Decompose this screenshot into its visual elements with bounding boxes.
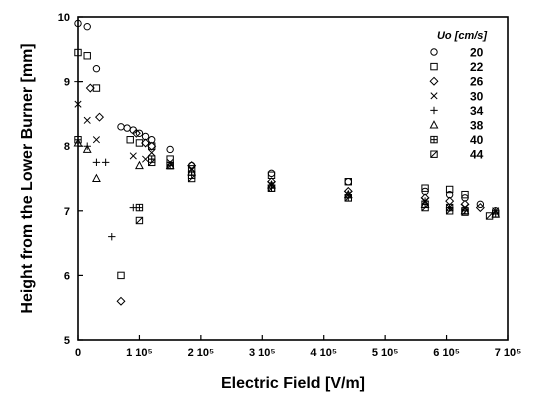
data-point [85, 83, 95, 93]
legend-marker [430, 150, 438, 158]
data-point [461, 190, 469, 199]
data-point [134, 160, 144, 170]
legend-label: 20 [470, 46, 484, 60]
data-point [445, 207, 454, 215]
data-point [166, 161, 174, 170]
data-point [135, 203, 144, 212]
data-point [117, 123, 125, 131]
data-point [117, 271, 125, 280]
legend-marker [429, 120, 439, 129]
x-tick-label: 7 10⁵ [495, 347, 522, 359]
x-tick-label: 0 [75, 347, 81, 359]
data-point [135, 216, 144, 225]
data-point [74, 48, 82, 57]
legend-marker [430, 92, 438, 100]
y-tick-label: 7 [64, 206, 70, 218]
data-point [445, 196, 455, 206]
data-point [74, 77, 82, 86]
legend-label: 22 [470, 60, 484, 74]
data-point [166, 145, 174, 154]
x-tick-label: 5 10⁵ [372, 347, 399, 359]
data-point [461, 208, 469, 216]
data-point [101, 158, 110, 167]
data-point [126, 136, 134, 144]
legend-marker [430, 62, 438, 71]
series-40 [74, 136, 500, 218]
y-tick-label: 5 [64, 335, 70, 347]
x-tick-label: 3 10⁵ [249, 347, 276, 359]
y-tick-label: 8 [64, 141, 70, 153]
data-point [83, 22, 91, 31]
data-point [74, 100, 82, 108]
legend-title: Uo [cm/s] [437, 30, 487, 42]
legend-label: 38 [470, 119, 484, 133]
data-point [148, 149, 156, 157]
legend-marker [430, 48, 438, 56]
data-point [475, 203, 485, 213]
data-point [92, 158, 101, 167]
data-point [344, 194, 352, 202]
data-point [142, 155, 150, 163]
data-point [445, 185, 454, 194]
series-34 [74, 77, 500, 241]
legend-label: 44 [470, 148, 484, 162]
data-point [83, 116, 91, 124]
data-point [82, 144, 92, 153]
data-point [141, 138, 151, 148]
x-tick-label: 6 10⁵ [433, 347, 460, 359]
data-point [108, 232, 116, 241]
y-tick-label: 10 [58, 12, 70, 24]
y-axis-ticks: 5 6 7 8 9 10 [58, 12, 83, 347]
x-tick-label: 1 10⁵ [126, 347, 153, 359]
plot-border [77, 16, 509, 341]
x-tick-label: 2 10⁵ [188, 347, 215, 359]
legend-label: 26 [470, 75, 484, 89]
data-point [74, 19, 82, 28]
data-point [344, 178, 352, 186]
data-point [344, 178, 352, 186]
data-point [187, 174, 196, 183]
y-tick-label: 6 [64, 270, 70, 282]
data-point [485, 212, 494, 220]
plot-frame [77, 16, 509, 341]
data-point [492, 210, 500, 218]
data-point [129, 152, 137, 160]
legend-label: 34 [470, 104, 484, 118]
legend-marker [429, 76, 439, 86]
data-point [267, 169, 276, 178]
x-axis-ticks: 0 1 10⁵ 2 10⁵ 3 10⁵ 4 10⁵ 5 10⁵ 6 10⁵ 7 10⁵ [75, 335, 521, 359]
x-tick-label: 4 10⁵ [310, 347, 337, 359]
series-22 [74, 48, 469, 280]
data-point [116, 296, 126, 306]
data-point [421, 184, 429, 192]
data-point [148, 158, 156, 167]
data-point [92, 84, 101, 92]
x-axis-label: Electric Field [V/m] [221, 375, 365, 392]
y-tick-label: 9 [64, 77, 70, 89]
data-point [135, 129, 144, 137]
data-point [131, 128, 141, 138]
data-point [92, 64, 101, 73]
data-point [123, 124, 131, 132]
data-point [267, 184, 276, 192]
legend-marker [430, 135, 438, 144]
series-26 [85, 83, 485, 306]
data-point [92, 136, 100, 144]
data-point [74, 136, 82, 144]
data-point [91, 173, 101, 182]
series-44 [135, 158, 494, 225]
data-point [135, 139, 144, 147]
data-point [476, 200, 485, 209]
data-point [147, 141, 157, 151]
data-point [94, 112, 105, 122]
data-point [83, 52, 91, 60]
data-points [73, 19, 501, 306]
legend-label: 40 [470, 133, 484, 147]
legend-label: 30 [470, 89, 484, 103]
legend-marker [430, 106, 438, 115]
y-axis-label: Height from the Lower Burner [mm] [19, 43, 36, 313]
data-point [421, 203, 429, 212]
